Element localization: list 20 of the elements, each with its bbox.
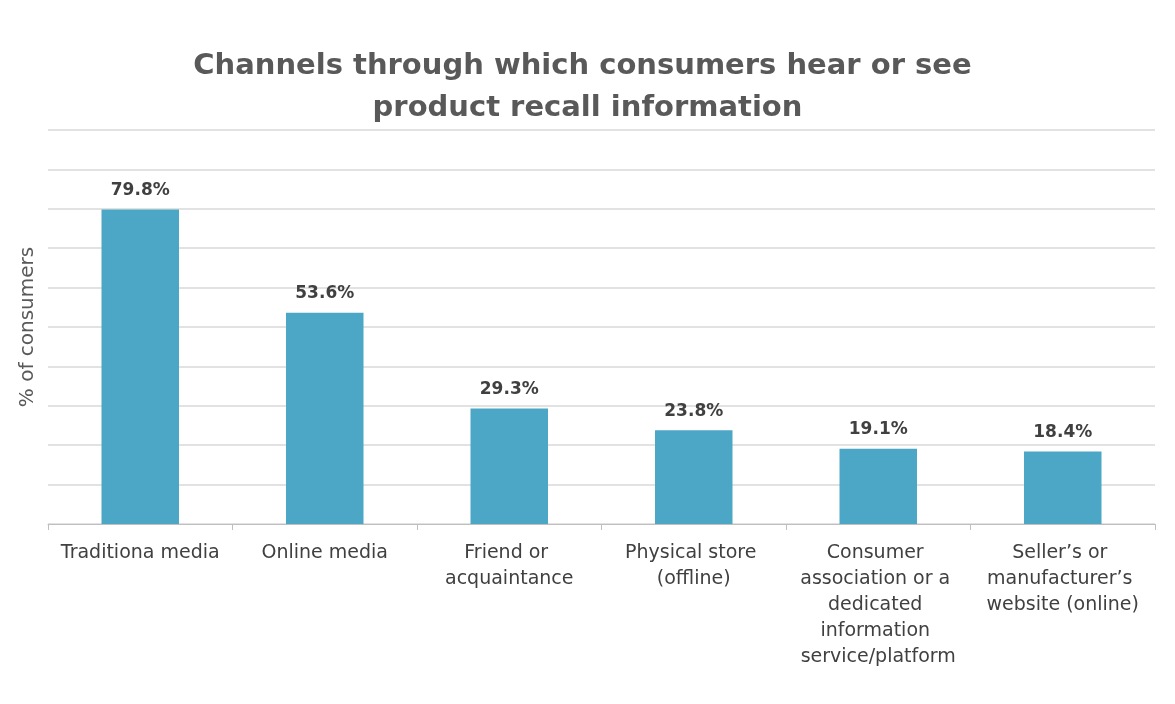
bar	[101, 209, 179, 524]
data-label: 19.1%	[848, 418, 908, 439]
bar	[1024, 451, 1102, 524]
y-axis-title: % of consumers	[14, 246, 38, 408]
data-label: 18.4%	[1033, 421, 1093, 441]
x-tick-label: Physical store (offline)	[625, 540, 763, 588]
data-label: 79.8%	[110, 179, 170, 200]
bar	[839, 448, 917, 524]
bar	[286, 312, 364, 524]
x-tick-label: Friend or acquaintance	[445, 540, 574, 588]
bar	[655, 430, 733, 524]
x-tick-label: Traditiona media	[59, 540, 220, 562]
x-tick-label: Online media	[261, 540, 389, 562]
data-label: 23.8%	[664, 399, 724, 420]
data-label: 53.6%	[295, 282, 355, 303]
chart-title: Channels through which consumers hear or see product recall information	[193, 47, 982, 123]
x-tick-label: Consumer association or a dedicated information service/platform	[800, 540, 957, 666]
x-tick-label: Seller’s or manufacturer’s website (online)	[986, 540, 1139, 614]
data-label: 29.3%	[479, 378, 539, 399]
bar	[470, 408, 548, 524]
